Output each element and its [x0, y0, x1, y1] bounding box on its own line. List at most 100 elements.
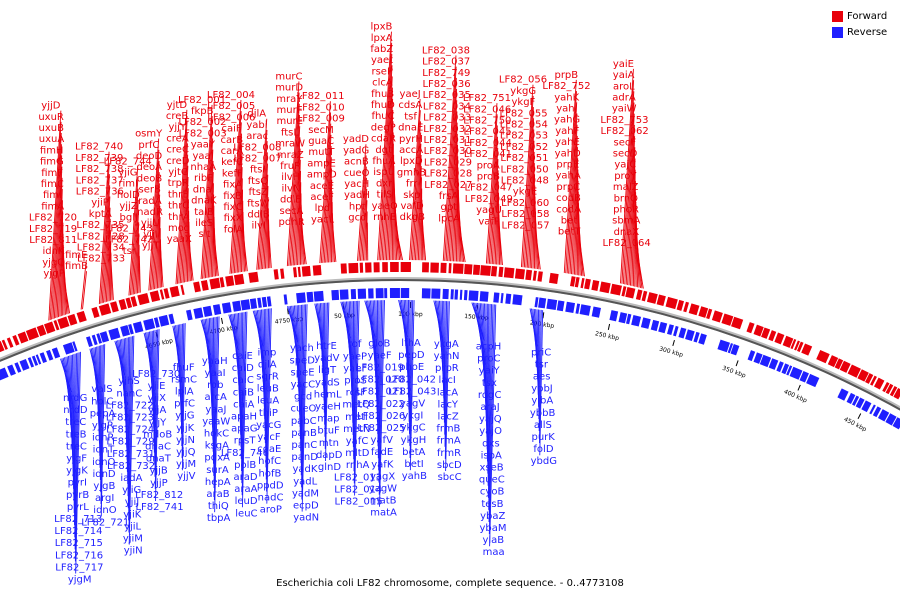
forward-gene-label: LF82_041	[464, 149, 512, 160]
forward-gene-label: ispU	[373, 167, 395, 178]
forward-gene-label: LF82_737	[76, 175, 124, 186]
reverse-gene-arrow	[685, 329, 695, 341]
forward-gene-arrow	[893, 387, 900, 400]
reverse-connector	[266, 308, 272, 504]
forward-gene-arrow	[452, 263, 464, 274]
reverse-gene-arrow	[631, 315, 642, 327]
forward-gene-arrow	[159, 289, 165, 300]
forward-gene-label: trpR	[168, 178, 189, 189]
forward-connector	[535, 230, 541, 270]
reverse-gene-label: LF82_715	[55, 538, 103, 549]
forward-connector	[498, 226, 503, 266]
forward-gene-label: LF82_044	[464, 138, 512, 149]
reverse-connector	[263, 309, 266, 444]
reverse-connector	[377, 300, 380, 459]
reverse-gene-label: betA	[402, 447, 425, 458]
reverse-gene-label: LF82_014	[334, 484, 382, 495]
reverse-gene-label: fhuF	[173, 362, 195, 373]
forward-gene-label: yjjY	[168, 122, 186, 133]
reverse-connector	[300, 304, 302, 464]
forward-gene-arrow	[796, 341, 804, 353]
reverse-gene-arrow	[249, 298, 258, 309]
reverse-gene-arrow	[193, 307, 204, 319]
forward-gene-label: LF82_036	[422, 79, 470, 90]
forward-gene-arrow	[118, 298, 127, 311]
forward-gene-label: talB	[194, 207, 214, 218]
forward-connector	[520, 84, 534, 268]
forward-gene-arrow	[794, 340, 800, 351]
reverse-gene-label: mltD	[345, 448, 369, 459]
reverse-connector	[324, 302, 327, 437]
forward-gene-arrow	[36, 324, 47, 337]
forward-gene-label: tsr	[123, 246, 137, 257]
reverse-gene-label: dapD	[316, 450, 343, 461]
forward-gene-arrow	[774, 332, 785, 345]
forward-gene-label: LF82_004	[207, 90, 255, 101]
reverse-gene-arrow	[640, 317, 651, 329]
forward-gene-label: ilvH	[281, 172, 300, 183]
forward-gene-arrow	[273, 269, 279, 280]
reverse-gene-label: yafV	[371, 435, 394, 446]
forward-gene-label: nadR	[137, 207, 163, 218]
reverse-gene-arrow	[846, 392, 856, 405]
forward-gene-label: LF82_048	[501, 175, 549, 186]
forward-connector	[488, 125, 498, 264]
forward-connector	[103, 185, 111, 303]
forward-gene-label: mraZ	[277, 150, 304, 161]
forward-connector	[380, 54, 393, 261]
forward-gene-arrow	[43, 321, 56, 334]
forward-gene-label: LF82_011	[296, 91, 344, 102]
forward-gene-arrow	[312, 264, 322, 276]
forward-gene-label: aceF	[310, 192, 334, 203]
forward-gene-label: fkpB	[191, 106, 214, 117]
legend-item-forward: Forward	[832, 8, 888, 24]
reverse-gene-arrow	[339, 289, 349, 300]
reverse-gene-label: yjgB	[93, 481, 115, 492]
tick-label: 100 kbp	[398, 311, 423, 318]
reverse-gene-arrow	[240, 299, 251, 311]
forward-gene-label: LF82_753	[600, 115, 648, 126]
forward-gene-arrow	[464, 264, 473, 275]
reverse-gene-label: mdoB	[143, 429, 172, 440]
forward-connector	[286, 81, 300, 267]
reverse-gene-arrow	[493, 292, 500, 303]
reverse-gene-arrow	[202, 305, 213, 318]
forward-gene-label: LF82_740	[75, 142, 123, 153]
chromosome-backbone	[0, 277, 900, 411]
forward-gene-label: tilS	[377, 190, 393, 201]
reverse-swatch	[832, 26, 843, 38]
reverse-gene-label: yjjY	[149, 417, 167, 428]
forward-connector	[56, 177, 63, 318]
forward-connector	[421, 222, 427, 261]
forward-gene-label: secD	[613, 148, 638, 159]
reverse-gene-label: sbcC	[438, 472, 462, 483]
reverse-gene-label: frmB	[436, 424, 460, 435]
reverse-gene-arrow	[306, 291, 314, 303]
forward-gene-label: aceE	[310, 181, 334, 192]
forward-gene-arrow	[169, 285, 180, 298]
forward-connector	[412, 121, 421, 261]
forward-connector	[575, 169, 579, 275]
forward-gene-label: LF82_030	[424, 146, 472, 157]
forward-connector	[230, 111, 242, 274]
tick-label: 350 kbp	[721, 365, 747, 380]
forward-gene-label: codA	[556, 204, 581, 215]
forward-gene-label: yadD	[343, 134, 369, 145]
reverse-gene-label: yjiG	[122, 485, 141, 496]
forward-connector	[322, 123, 332, 263]
forward-gene-label: LF82_006	[207, 112, 255, 123]
forward-connector	[385, 98, 394, 261]
forward-gene-label: prpC	[556, 182, 580, 193]
forward-connector	[631, 158, 636, 286]
forward-gene-label: LF82_045	[463, 127, 511, 138]
forward-connector	[235, 144, 243, 273]
forward-connector	[390, 132, 394, 261]
reverse-connector	[487, 303, 490, 486]
forward-gene-label: LF82_008	[233, 142, 281, 153]
reverse-gene-label: surA	[206, 465, 229, 476]
forward-gene-label: LF82_031	[423, 135, 471, 146]
forward-gene-label: secF	[614, 137, 637, 148]
forward-connector	[331, 202, 334, 263]
forward-gene-label: yabi	[246, 120, 267, 131]
forward-connector	[206, 149, 214, 278]
